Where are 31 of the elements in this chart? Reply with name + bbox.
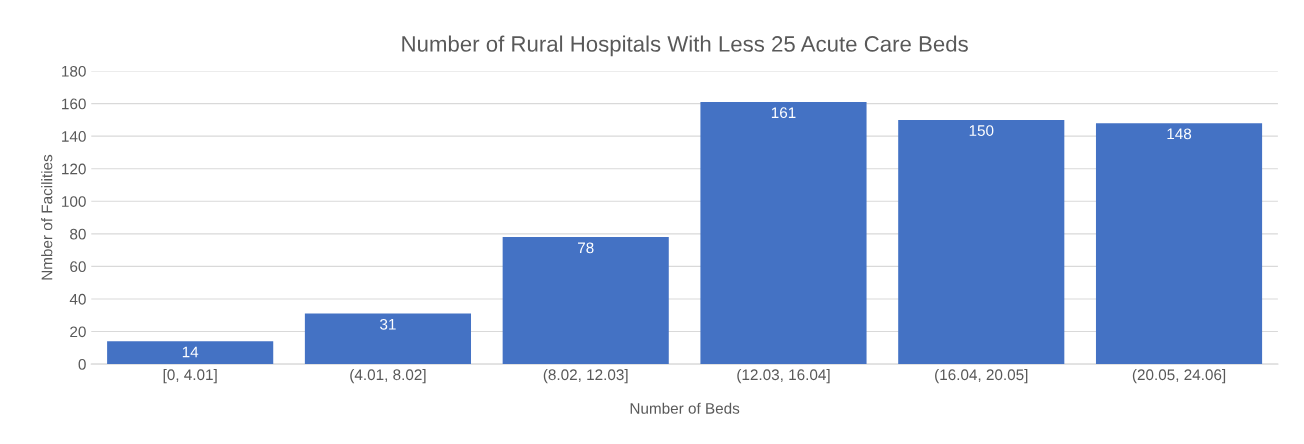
data-label: 31 [380, 318, 396, 330]
x-tick-label: (16.04, 20.05] [935, 368, 1028, 384]
x-tick-label: (12.03, 16.04] [737, 368, 830, 384]
x-axis-title: Number of Beds [630, 402, 740, 414]
y-tick-label: 40 [69, 293, 86, 305]
y-tick-label: 120 [62, 163, 86, 175]
bar [502, 237, 669, 365]
bar [898, 119, 1065, 365]
data-label: 148 [1167, 128, 1192, 140]
x-tick-label: [0, 4.01] [163, 368, 217, 384]
bar [700, 101, 867, 365]
y-tick-label: 180 [62, 65, 86, 77]
y-tick-label: 140 [62, 131, 86, 142]
x-tick-label: (20.05, 24.06] [1132, 368, 1226, 384]
chart-title: Number of Rural Hospitals With Less 25 Acute Care Beds [402, 35, 968, 57]
x-tick-label: (8.02, 12.03] [543, 368, 628, 384]
y-tick-label: 100 [62, 196, 86, 207]
y-tick-label: 80 [70, 228, 86, 240]
x-tick-label: (4.01, 8.02] [350, 368, 426, 384]
data-label: 14 [182, 346, 199, 358]
data-label: 161 [771, 107, 796, 119]
y-tick-label: 20 [70, 326, 86, 338]
y-tick-label: 60 [70, 261, 86, 273]
y-axis-title: Nmber of Facilities [41, 154, 53, 280]
y-tick-label: 160 [62, 98, 86, 110]
data-label: 150 [969, 125, 994, 136]
bar [107, 341, 274, 365]
data-label: 78 [578, 242, 594, 254]
bar [1095, 123, 1263, 365]
bar [304, 313, 471, 365]
y-tick-label: 0 [78, 358, 86, 370]
